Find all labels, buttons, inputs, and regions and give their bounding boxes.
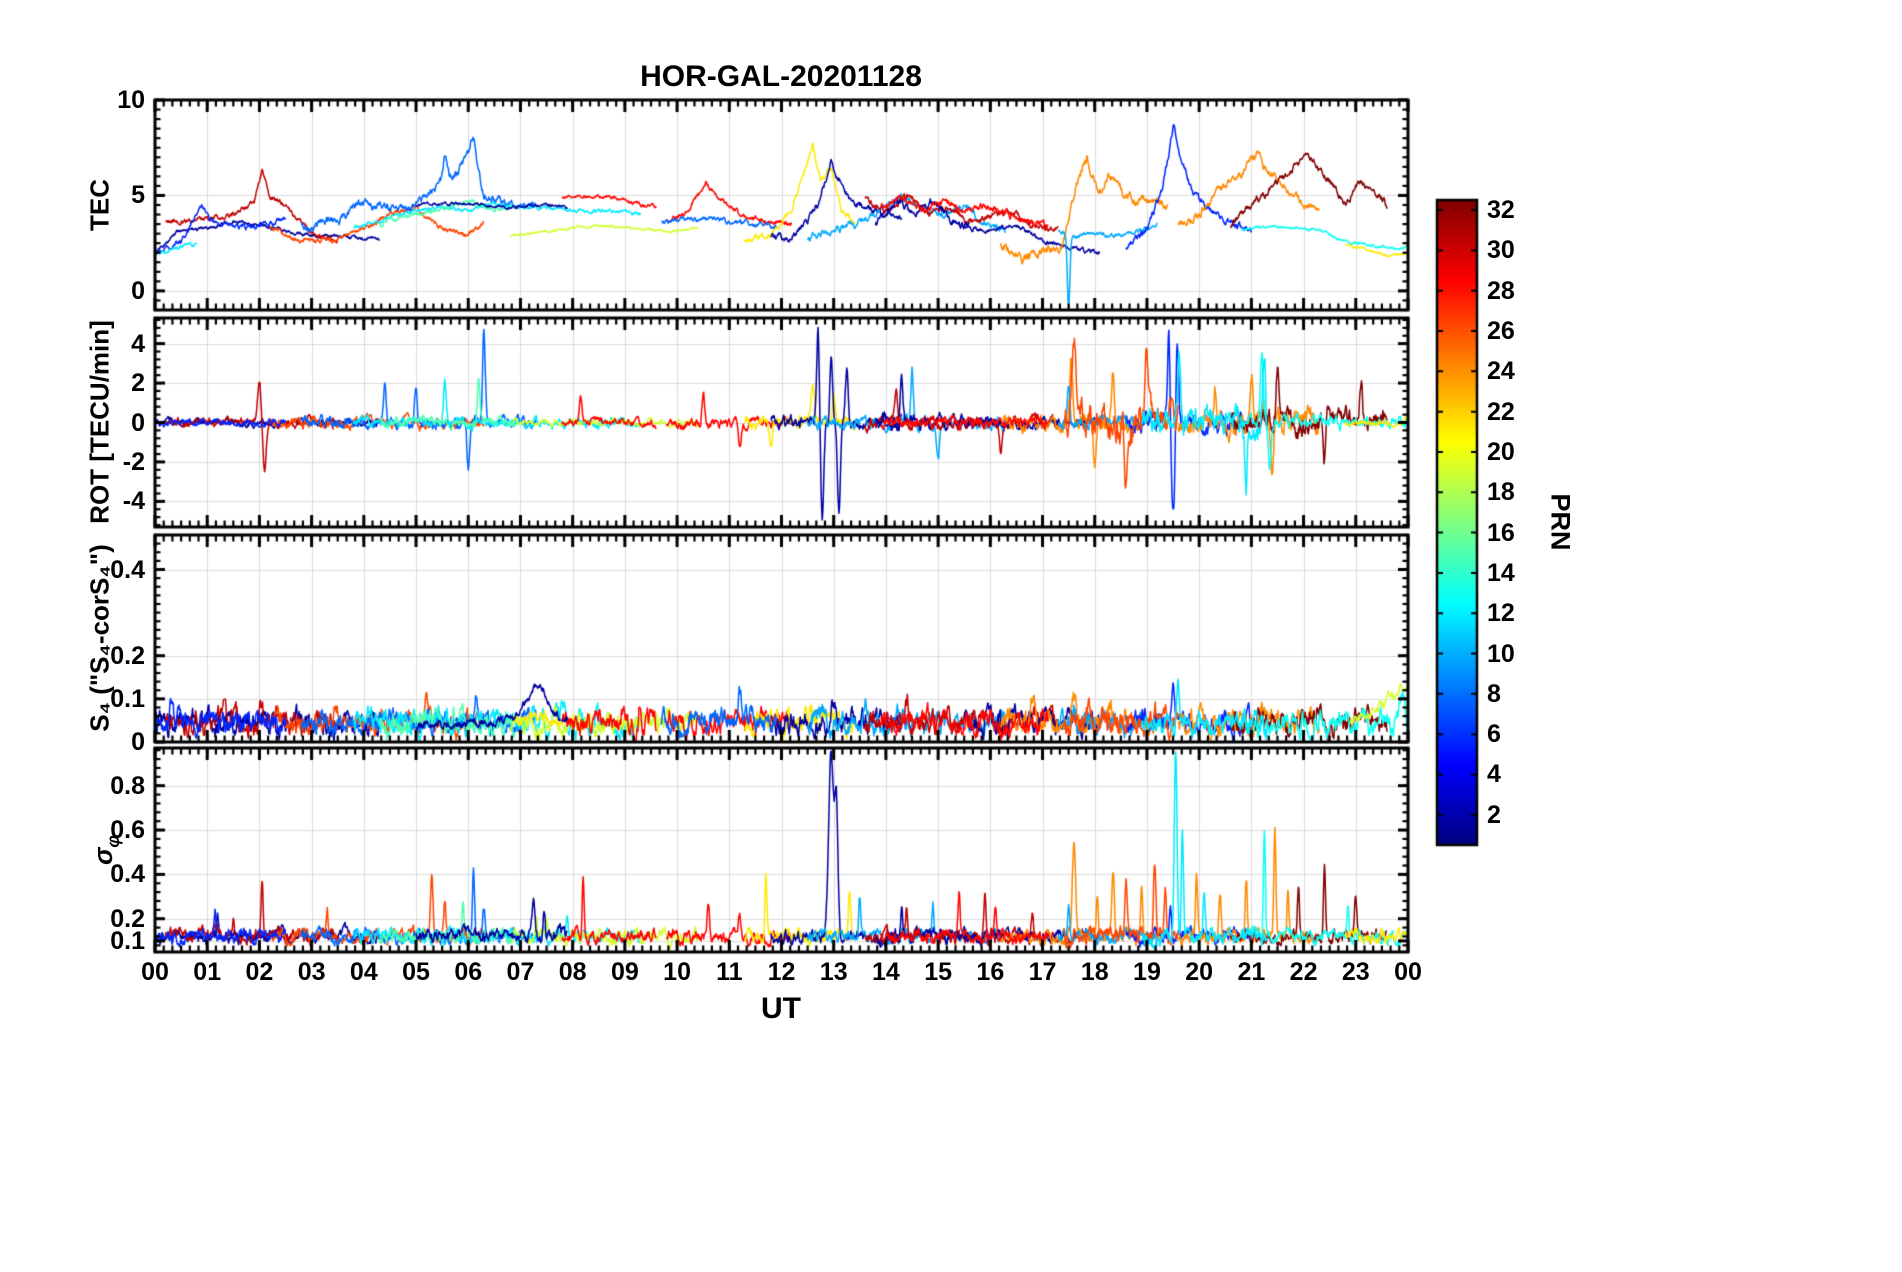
colorbar-tick-label: 14	[1487, 558, 1515, 587]
colorbar-tick-label: 26	[1487, 317, 1515, 346]
y-tick-label: 0	[131, 728, 145, 756]
colorbar-tick-label: 10	[1487, 639, 1515, 668]
chart-title: HOR-GAL-20201128	[640, 60, 922, 93]
y-tick-label: 0.8	[110, 771, 145, 800]
x-tick-label: 00	[1394, 958, 1422, 986]
x-axis-label: UT	[761, 992, 801, 1025]
x-tick-label: 10	[663, 958, 691, 986]
colorbar-tick-label: 6	[1487, 720, 1501, 749]
x-tick-label: 06	[454, 958, 483, 986]
x-tick-label: 21	[1237, 958, 1266, 986]
colorbar-tick-label: 28	[1487, 276, 1515, 305]
colorbar-tick-label: 30	[1487, 236, 1515, 265]
x-tick-label: 11	[716, 958, 743, 986]
x-tick-label: 03	[297, 958, 326, 986]
x-tick-label: 07	[506, 958, 535, 986]
y-tick-label: -2	[122, 447, 145, 476]
x-tick-label: 22	[1289, 958, 1318, 986]
y-tick-label: 5	[131, 181, 145, 210]
y-tick-label: 0.4	[110, 555, 145, 584]
x-tick-label: 23	[1341, 958, 1370, 986]
colorbar-tick-label: 4	[1487, 760, 1501, 789]
y-tick-label: 4	[131, 329, 145, 358]
x-tick-label: 08	[558, 958, 587, 986]
x-tick-label: 14	[872, 958, 900, 986]
y-tick-label: 0.6	[110, 816, 145, 845]
colorbar-tick-label: 18	[1487, 478, 1515, 507]
x-tick-label: 05	[402, 958, 430, 986]
x-tick-label: 02	[245, 958, 274, 986]
x-tick-label: 00	[141, 958, 169, 986]
y-tick-label: 0	[131, 408, 145, 437]
colorbar-tick-label: 8	[1487, 679, 1501, 708]
x-tick-label: 13	[819, 958, 848, 986]
colorbar-tick-label: 32	[1487, 196, 1515, 225]
colorbar-tick-label: 22	[1487, 397, 1515, 426]
y-tick-label: 0.1	[110, 684, 145, 713]
y-tick-label: 0.2	[110, 904, 145, 933]
y-tick-label: 0.4	[110, 860, 145, 889]
x-tick-label: 16	[976, 958, 1005, 986]
colorbar-tick-label: 12	[1487, 599, 1515, 628]
x-tick-label: 15	[924, 958, 953, 986]
y-tick-label: 0.1	[110, 926, 145, 955]
x-tick-label: 20	[1185, 958, 1214, 986]
x-tick-label: 01	[193, 958, 222, 986]
x-tick-label: 18	[1080, 958, 1109, 986]
y-tick-label: 0	[131, 276, 145, 305]
colorbar-tick-label: 16	[1487, 518, 1515, 547]
y-tick-label: -4	[122, 487, 145, 516]
x-tick-label: 09	[610, 958, 639, 986]
x-tick-label: 19	[1133, 958, 1161, 986]
colorbar-label: PRN	[1545, 493, 1576, 551]
y-tick-label: 10	[117, 86, 145, 114]
x-tick-label: 04	[349, 958, 378, 986]
y-tick-label: 0.2	[110, 641, 145, 670]
x-tick-label: 17	[1028, 958, 1057, 986]
y-tick-label: 2	[131, 369, 145, 398]
x-tick-label: 12	[767, 958, 796, 986]
colorbar-tick-label: 20	[1487, 437, 1515, 466]
colorbar-tick-label: 24	[1487, 357, 1515, 386]
colorbar-tick-label: 2	[1487, 800, 1501, 829]
